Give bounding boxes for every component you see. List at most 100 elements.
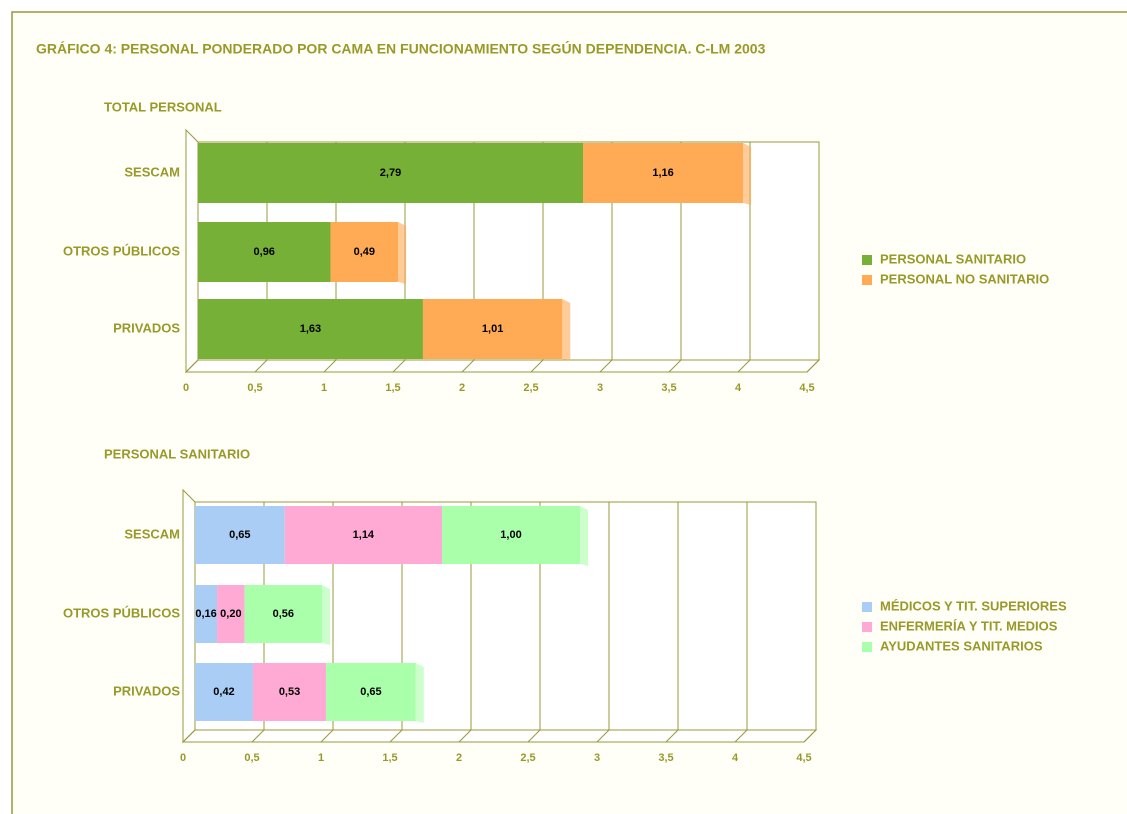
data-label: 1,00 <box>500 529 521 541</box>
x-tick-label: 0,5 <box>244 752 259 764</box>
bar <box>217 585 245 643</box>
chart-title: PERSONAL SANITARIO <box>104 446 250 461</box>
bar <box>442 506 581 564</box>
tick-mark <box>320 729 334 743</box>
bar-end <box>415 663 424 723</box>
data-label: 0,65 <box>360 686 381 698</box>
data-label: 0,16 <box>195 608 216 620</box>
x-tick-label: 2 <box>456 752 462 764</box>
bar-end <box>580 506 589 566</box>
x-tick-label: 4,5 <box>799 382 814 394</box>
legend-swatch <box>862 255 872 265</box>
legend-label: MÉDICOS Y TIT. SUPERIORES <box>880 598 1067 613</box>
bar-end <box>562 299 571 361</box>
legend-label: AYUDANTES SANITARIOS <box>880 638 1043 653</box>
data-label: 0,20 <box>220 608 241 620</box>
chart-title: TOTAL PERSONAL <box>104 99 222 114</box>
legend-label: ENFERMERÍA Y TIT. MEDIOS <box>880 618 1058 633</box>
y-tick-label: PRIVADOS <box>113 683 180 698</box>
bar <box>244 585 322 643</box>
tick-mark <box>668 359 682 373</box>
bar <box>195 585 218 643</box>
x-tick-label: 3 <box>594 752 600 764</box>
bar <box>252 663 327 721</box>
x-tick-label: 3,5 <box>658 752 673 764</box>
data-label: 0,65 <box>229 529 250 541</box>
bar <box>198 222 331 282</box>
tick-mark <box>185 359 199 373</box>
data-label: 1,14 <box>353 529 375 541</box>
bar <box>284 506 443 564</box>
tick-mark <box>182 729 196 743</box>
x-tick-label: 3 <box>597 382 603 394</box>
x-tick-label: 0 <box>180 752 186 764</box>
y-tick-label: OTROS PÚBLICOS <box>63 243 180 258</box>
tick-mark <box>323 359 337 373</box>
bar <box>330 222 399 282</box>
bar <box>583 143 744 203</box>
tick-mark <box>599 359 613 373</box>
y-tick-label: SESCAM <box>124 164 180 179</box>
side-wall <box>182 488 196 744</box>
tick-mark <box>596 729 610 743</box>
floor <box>184 359 821 373</box>
bar <box>198 299 423 359</box>
legend-swatch <box>862 642 872 652</box>
tick-mark <box>734 729 748 743</box>
tick-mark <box>665 729 679 743</box>
data-label: 1,16 <box>652 167 673 179</box>
data-label: 1,63 <box>300 323 321 335</box>
legend-swatch <box>862 275 872 285</box>
bar <box>326 663 416 721</box>
x-tick-label: 1 <box>321 382 327 394</box>
tick-mark <box>458 729 472 743</box>
tick-mark <box>392 359 406 373</box>
tick-mark <box>389 729 403 743</box>
tick-mark <box>803 729 817 743</box>
data-label: 2,79 <box>380 167 401 179</box>
tick-mark <box>254 359 268 373</box>
bar-end <box>398 222 407 284</box>
x-tick-label: 4 <box>732 752 739 764</box>
bar <box>198 143 584 203</box>
x-tick-label: 1,5 <box>385 382 400 394</box>
bar <box>195 663 253 721</box>
page-title: GRÁFICO 4: PERSONAL PONDERADO POR CAMA E… <box>36 40 766 57</box>
legend-label: PERSONAL SANITARIO <box>880 251 1026 266</box>
bar <box>422 299 563 359</box>
tick-mark <box>737 359 751 373</box>
legend-label: PERSONAL NO SANITARIO <box>880 271 1049 286</box>
tick-mark <box>530 359 544 373</box>
y-tick-label: PRIVADOS <box>113 320 180 335</box>
data-label: 0,56 <box>273 608 294 620</box>
tick-mark <box>806 359 820 373</box>
bar-end <box>743 143 752 205</box>
x-tick-label: 0 <box>183 382 189 394</box>
x-tick-label: 1 <box>318 752 324 764</box>
x-tick-label: 2 <box>459 382 465 394</box>
x-tick-label: 2,5 <box>520 752 535 764</box>
floor <box>181 729 818 743</box>
tick-mark <box>461 359 475 373</box>
tick-mark <box>251 729 265 743</box>
x-tick-label: 2,5 <box>523 382 538 394</box>
data-label: 0,42 <box>213 686 234 698</box>
y-tick-label: SESCAM <box>124 526 180 541</box>
bar-end <box>321 585 330 645</box>
x-tick-label: 4,5 <box>796 752 811 764</box>
data-label: 0,53 <box>279 686 300 698</box>
data-label: 1,01 <box>482 323 503 335</box>
x-tick-label: 1,5 <box>382 752 397 764</box>
y-tick-label: OTROS PÚBLICOS <box>63 605 180 620</box>
legend-swatch <box>862 622 872 632</box>
legend-swatch <box>862 602 872 612</box>
data-label: 0,96 <box>254 246 275 258</box>
x-tick-label: 0,5 <box>247 382 262 394</box>
tick-mark <box>527 729 541 743</box>
data-label: 0,49 <box>354 246 375 258</box>
bar <box>195 506 285 564</box>
side-wall <box>185 128 199 374</box>
x-tick-label: 3,5 <box>661 382 676 394</box>
x-tick-label: 4 <box>735 382 742 394</box>
